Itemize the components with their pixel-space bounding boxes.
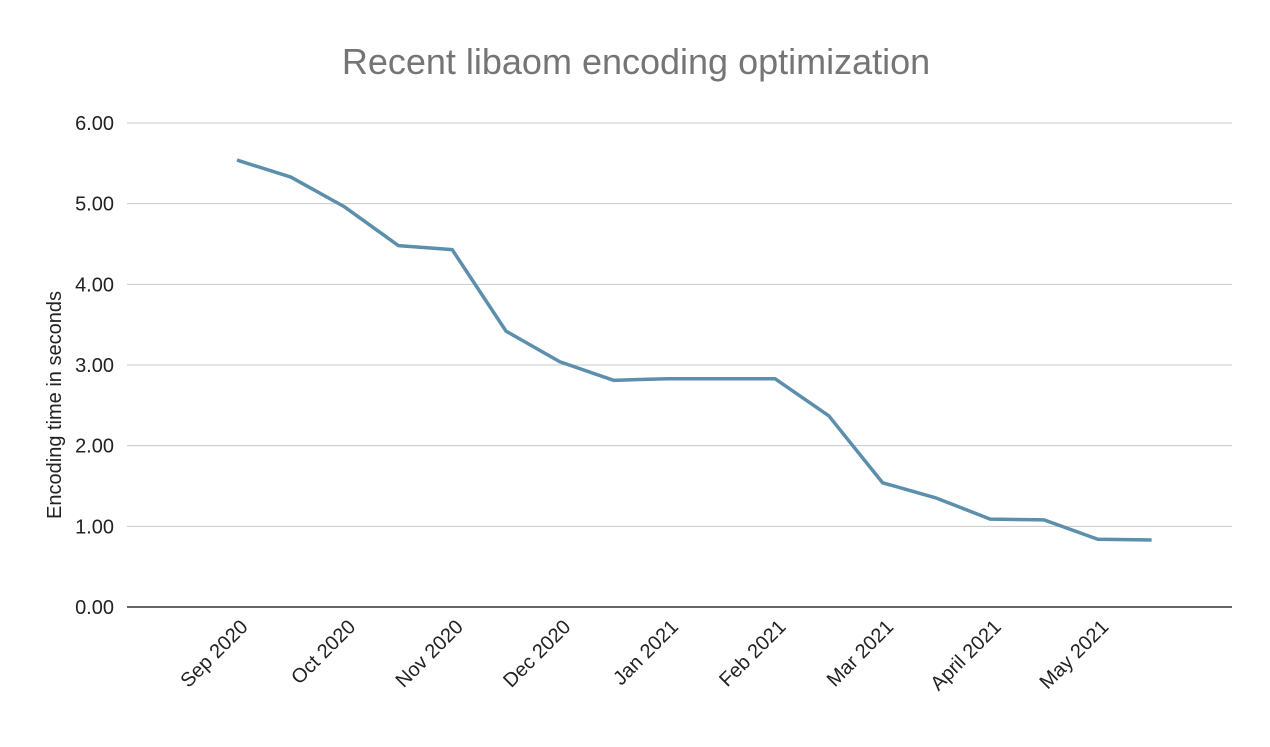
x-tick-label: Oct 2020 — [287, 616, 360, 689]
y-tick-label: 6.00 — [75, 113, 114, 135]
y-tick-label: 5.00 — [75, 194, 114, 216]
x-tick-label: Jan 2021 — [609, 616, 683, 690]
x-tick-label: May 2021 — [1036, 616, 1114, 694]
y-tick-label: 0.00 — [75, 597, 114, 619]
x-tick-label: Dec 2020 — [499, 616, 575, 692]
y-tick-label: 1.00 — [75, 516, 114, 538]
x-tick-label: Sep 2020 — [176, 616, 252, 692]
x-tick-label: Nov 2020 — [392, 616, 468, 692]
y-tick-label: 2.00 — [75, 436, 114, 458]
y-tick-label: 3.00 — [75, 355, 114, 377]
x-tick-label: Feb 2021 — [715, 616, 790, 691]
y-axis-label: Encoding time in seconds — [44, 291, 66, 519]
chart-title: Recent libaom encoding optimization — [342, 41, 930, 82]
x-tick-label: April 2021 — [926, 616, 1005, 695]
y-tick-label: 4.00 — [75, 274, 114, 296]
x-tick-label: Mar 2021 — [823, 616, 898, 691]
series-line — [237, 160, 1152, 540]
